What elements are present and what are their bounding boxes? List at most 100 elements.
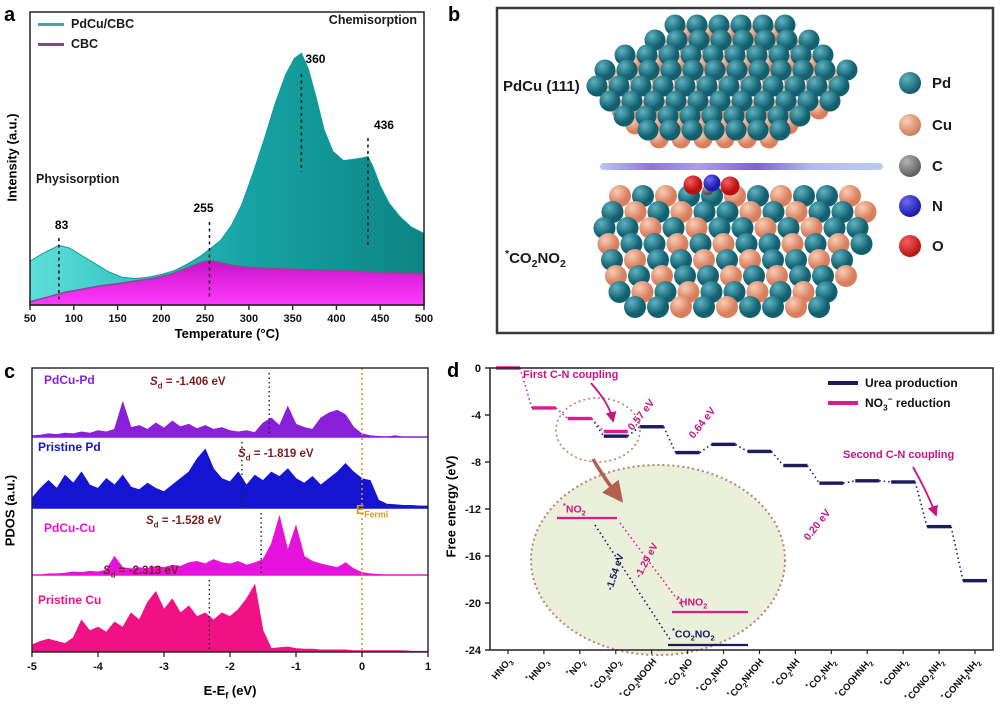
x-tick-label: -2 bbox=[225, 661, 235, 673]
x-tick-label: 0 bbox=[359, 661, 365, 673]
energy-level-10 bbox=[855, 479, 880, 483]
atom-legend-label: Cu bbox=[932, 116, 952, 134]
x-tick-label: 500 bbox=[415, 313, 433, 325]
pd-atom bbox=[792, 59, 814, 81]
panel-b-label: b bbox=[448, 4, 461, 26]
pd-atom bbox=[659, 119, 681, 141]
step-connector bbox=[914, 481, 928, 527]
y-tick-label: -16 bbox=[465, 551, 481, 563]
band-center-pristine-pd: Sd = -1.819 eV bbox=[238, 448, 314, 463]
o-atom bbox=[720, 176, 740, 196]
pd-atom bbox=[586, 75, 608, 97]
second-coupling-arrow bbox=[912, 466, 938, 517]
inset-label-hno2: *HNO2 bbox=[677, 594, 708, 611]
energy-level-2 bbox=[567, 416, 592, 421]
pd-atom bbox=[647, 296, 669, 318]
o-atom-icon bbox=[899, 235, 921, 257]
pd-atom bbox=[616, 59, 638, 81]
first-coupling-arrow bbox=[590, 382, 617, 423]
pd-atom bbox=[703, 119, 725, 141]
pdos-chart: -5 -4 -3 -2 -1 0 1 bbox=[27, 367, 431, 673]
energy-level-3 bbox=[603, 434, 628, 438]
series-pdcucbc-area bbox=[29, 52, 425, 306]
pd-atom bbox=[748, 59, 770, 81]
band-center-pdcu-cu: Sd = -1.528 eV bbox=[146, 515, 222, 530]
x-tick-label: 50 bbox=[24, 313, 36, 325]
y-tick-label: -12 bbox=[465, 504, 481, 516]
n-atom bbox=[703, 174, 721, 192]
legend-line-icon bbox=[828, 401, 858, 405]
energy-level-4 bbox=[639, 425, 664, 429]
x-tick-label: 450 bbox=[371, 313, 389, 325]
legend-item-no3: NO3− reduction bbox=[828, 393, 958, 413]
atom-legend-item-o: O bbox=[899, 235, 944, 257]
y-axis-title: PDOS (a.u.) bbox=[2, 474, 18, 547]
atom-legend-item-n: N bbox=[899, 195, 943, 217]
pd-atom bbox=[769, 119, 791, 141]
step-connector bbox=[735, 443, 748, 453]
pd-atom bbox=[725, 119, 747, 141]
inset-ellipse bbox=[530, 464, 786, 656]
peak-label-360: 360 bbox=[305, 52, 326, 66]
step-connector bbox=[770, 450, 785, 467]
x-tick-label: -5 bbox=[27, 661, 37, 673]
trace-label-pristine-cu: Pristine Cu bbox=[38, 593, 102, 607]
panel-b: b PdCu (111) *CO2NO2 Pd Cu C N O bbox=[445, 0, 1000, 355]
n-atom-icon bbox=[899, 195, 921, 217]
legend-item-urea: Urea production bbox=[828, 373, 958, 393]
pd-atom bbox=[739, 296, 761, 318]
pd-atom bbox=[819, 90, 841, 112]
x-tick-label: -3 bbox=[159, 661, 169, 673]
energy-level-11 bbox=[891, 480, 916, 484]
pd-atom bbox=[850, 233, 873, 255]
pd-atom bbox=[770, 59, 792, 81]
legend-item-pdcucbc: PdCu/CBC bbox=[38, 14, 134, 34]
legend-line-icon bbox=[828, 381, 858, 385]
tpd-chart: 50 100 150 200 250 300 350 400 450 500 bbox=[24, 11, 433, 325]
x-tick-label: 150 bbox=[108, 313, 126, 325]
atom-legend-label: O bbox=[932, 237, 944, 255]
pdos-trace-pristine-cu bbox=[31, 583, 429, 653]
band-center-pristine-cu: Sd = -2.313 eV bbox=[103, 565, 179, 580]
legend-label: CBC bbox=[71, 37, 99, 51]
legend-line-icon bbox=[38, 22, 64, 26]
plot-frame bbox=[29, 11, 425, 306]
x-axis-title: Temperature (°C) bbox=[174, 326, 280, 341]
atom-legend-label: N bbox=[932, 197, 943, 215]
panel-c: c -5 -4 -3 -2 -1 0 1 PdCu-Pd Sd = -1.406 eV Pr… bbox=[0, 355, 445, 724]
pd-atom bbox=[660, 59, 682, 81]
pdos-trace-pdcu-pd bbox=[31, 400, 428, 438]
c-atom-icon bbox=[899, 155, 921, 177]
atom-legend-item-cu: Cu bbox=[899, 114, 952, 136]
atom-legend-item-pd: Pd bbox=[899, 72, 951, 94]
panel-d-legend: Urea production NO3− reduction bbox=[828, 373, 958, 413]
pd-atom bbox=[836, 59, 858, 81]
pd-atom bbox=[762, 296, 784, 318]
atom-legend-label: Pd bbox=[932, 74, 952, 92]
annotation-first-cn-coupling: First C-N coupling bbox=[523, 369, 619, 381]
step-connector bbox=[843, 480, 856, 484]
energy-level-9 bbox=[819, 481, 844, 485]
first-coupling-circle bbox=[555, 397, 641, 463]
cu-atom bbox=[835, 265, 857, 287]
model-label-co2no2: *CO2NO2 bbox=[505, 248, 566, 270]
annotation-chemisorption: Chemisorption bbox=[328, 13, 417, 27]
y-axis-title: Intensity (a.u.) bbox=[4, 113, 20, 202]
energy-level-13 bbox=[963, 578, 988, 583]
energy-level-6 bbox=[711, 442, 736, 447]
energy-level-1 bbox=[531, 406, 556, 410]
step-connector bbox=[879, 480, 892, 483]
pd-atom bbox=[599, 90, 621, 112]
zoom-arrow bbox=[591, 458, 624, 503]
x-tick-label: 100 bbox=[65, 313, 83, 325]
pdos-trace-pdcu-cu bbox=[32, 514, 428, 576]
pd-atom bbox=[613, 105, 635, 127]
peak-label-83: 83 bbox=[54, 218, 69, 232]
band-center-pdcu-pd: Sd = -1.406 eV bbox=[150, 376, 226, 391]
energy-level-7 bbox=[747, 449, 772, 454]
step-connector bbox=[699, 443, 712, 454]
pd-atom bbox=[814, 59, 836, 81]
inset-label-co2no2: *CO2NO2 bbox=[672, 626, 715, 643]
pd-atom bbox=[638, 59, 660, 81]
